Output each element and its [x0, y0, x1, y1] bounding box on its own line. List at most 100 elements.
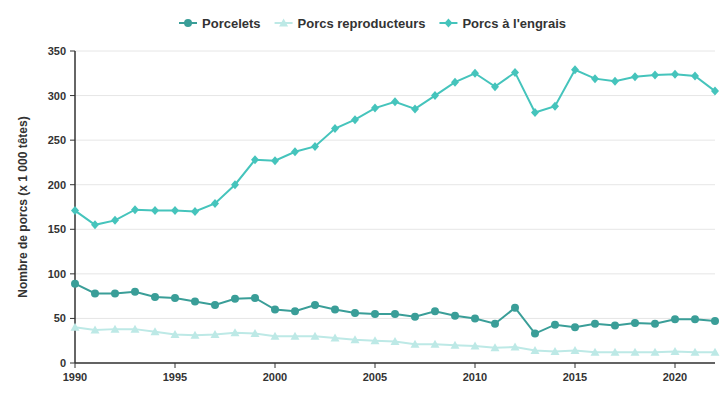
legend-item: Porcelets — [179, 16, 261, 31]
point — [651, 71, 659, 80]
point — [531, 330, 539, 338]
grid-line — [75, 318, 715, 319]
point — [411, 104, 419, 113]
point — [271, 306, 279, 314]
x-tick-label: 2020 — [663, 371, 687, 383]
y-tick-label: 200 — [48, 179, 66, 191]
point — [311, 332, 320, 340]
legend-marker — [444, 19, 452, 28]
point — [231, 328, 240, 336]
legend-label: Porcs reproducteurs — [298, 16, 426, 31]
x-tick-label: 2015 — [563, 371, 587, 383]
point — [431, 91, 439, 100]
x-axis — [75, 362, 715, 364]
point — [411, 313, 419, 321]
legend: Porcelets Porcs reproducteurs Porcs à l'en… — [179, 16, 566, 31]
legend-marker — [279, 19, 288, 27]
point — [411, 340, 420, 348]
point — [251, 155, 259, 164]
point — [651, 348, 660, 356]
point — [651, 320, 659, 328]
point — [451, 341, 460, 349]
point — [451, 78, 459, 87]
x-tick-label: 2010 — [463, 371, 487, 383]
point — [511, 304, 519, 312]
point — [431, 340, 440, 348]
point — [391, 337, 400, 345]
point — [671, 70, 679, 79]
point — [691, 348, 700, 356]
point — [251, 294, 259, 302]
plot-area — [71, 65, 720, 356]
grid-line — [75, 363, 715, 364]
point — [151, 293, 159, 301]
point — [571, 346, 580, 354]
chart: 0501001502002503003501990199520002005201… — [0, 0, 725, 400]
point — [611, 322, 619, 330]
point — [111, 325, 120, 333]
point — [191, 207, 199, 216]
point — [351, 335, 360, 343]
point — [151, 206, 159, 215]
point — [611, 348, 620, 356]
point — [711, 317, 719, 325]
point — [671, 315, 679, 323]
y-axis-label: Nombre de porcs (x 1 000 têtes) — [16, 116, 30, 297]
point — [491, 320, 499, 328]
point — [231, 180, 239, 189]
y-tick-label: 0 — [60, 357, 66, 369]
point — [151, 327, 160, 335]
point — [391, 97, 399, 106]
point — [91, 326, 100, 334]
point — [431, 307, 439, 315]
point — [611, 77, 619, 86]
point — [571, 323, 579, 331]
point — [631, 319, 639, 327]
point — [251, 329, 260, 337]
x-tick-label: 2000 — [263, 371, 287, 383]
legend-marker — [184, 19, 192, 27]
point — [171, 330, 180, 338]
x-tick-label: 1995 — [163, 371, 187, 383]
point — [291, 147, 299, 156]
point — [571, 65, 579, 74]
point — [471, 314, 479, 322]
point — [91, 220, 99, 229]
point — [631, 348, 640, 356]
point — [351, 309, 359, 317]
point — [591, 320, 599, 328]
point — [691, 71, 699, 80]
grid-line — [75, 184, 715, 185]
point — [211, 301, 219, 309]
legend-item: Porcs à l'engrais — [439, 16, 566, 31]
point — [171, 206, 179, 215]
y-tick-label: 300 — [48, 90, 66, 102]
grid-line — [75, 140, 715, 141]
point — [551, 102, 559, 111]
point — [211, 330, 220, 338]
point — [231, 295, 239, 303]
point — [271, 332, 280, 340]
grid-line — [75, 229, 715, 230]
legend-label: Porcs à l'engrais — [462, 16, 566, 31]
point — [91, 289, 99, 297]
point — [311, 142, 319, 151]
y-tick-label: 350 — [48, 45, 66, 57]
series-line — [75, 70, 715, 225]
point — [711, 348, 720, 356]
point — [451, 312, 459, 320]
legend-label: Porcelets — [202, 16, 261, 31]
point — [311, 301, 319, 309]
y-tick-label: 100 — [48, 268, 66, 280]
point — [491, 82, 499, 91]
point — [131, 325, 140, 333]
point — [71, 323, 80, 331]
series-line — [75, 284, 715, 334]
point — [291, 332, 300, 340]
point — [171, 294, 179, 302]
point — [291, 307, 299, 315]
point — [191, 331, 200, 339]
grid-line — [75, 95, 715, 96]
point — [511, 342, 520, 350]
point — [111, 289, 119, 297]
